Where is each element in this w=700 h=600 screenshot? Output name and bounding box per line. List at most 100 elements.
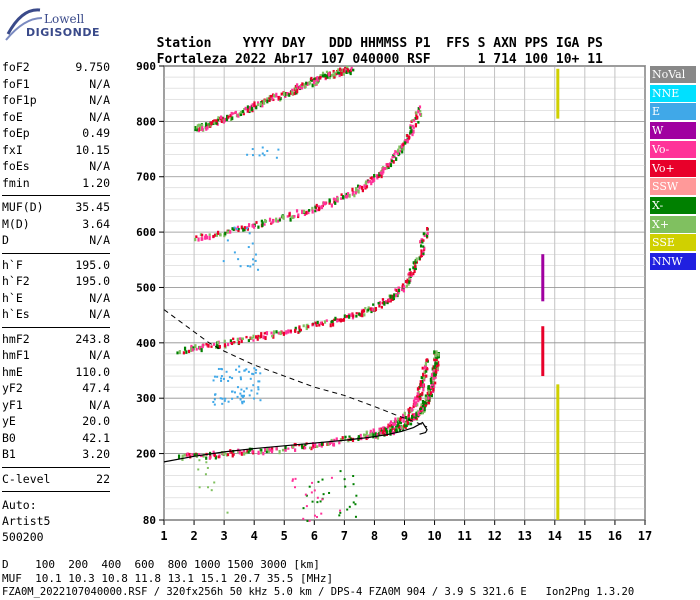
noise-point <box>226 239 229 242</box>
trace-point <box>296 89 299 94</box>
trace-point <box>417 107 420 111</box>
trace-point <box>292 445 295 449</box>
trace-point <box>263 332 266 335</box>
trace-point <box>418 113 422 116</box>
trace-point <box>385 163 388 166</box>
noise-point <box>204 473 207 476</box>
trace-point <box>408 271 411 275</box>
noise-point <box>243 369 246 372</box>
noise-point <box>291 478 294 481</box>
trace-point <box>410 274 413 278</box>
trace-point <box>368 434 371 437</box>
trace-point <box>409 422 413 426</box>
trace-point <box>240 225 243 230</box>
trace-point <box>215 232 218 237</box>
noise-point <box>236 395 239 398</box>
trace-point <box>396 426 399 431</box>
noise-point <box>315 515 318 518</box>
trace-point <box>408 406 412 410</box>
trace-point <box>392 422 395 425</box>
noise-point <box>253 397 256 400</box>
trace-point <box>429 391 432 395</box>
trace-point <box>362 433 366 437</box>
trace-point <box>268 217 272 222</box>
trace-point <box>324 76 328 80</box>
trace-point <box>275 217 278 222</box>
legend-ssw: SSW <box>650 178 696 196</box>
trace-point <box>417 120 420 124</box>
x-tick-label: 12 <box>487 529 501 543</box>
trace-point <box>215 119 218 123</box>
trace-point <box>268 96 271 100</box>
noise-point <box>213 403 216 406</box>
trace-point <box>236 337 239 342</box>
trace-point <box>430 380 433 385</box>
noise-point <box>339 509 342 512</box>
autoscale-text: Artist5 <box>2 514 51 528</box>
trace-point <box>185 350 188 354</box>
noise-point <box>275 156 278 159</box>
trace-point <box>410 407 414 412</box>
trace-point <box>411 119 414 122</box>
trace-point <box>327 72 331 77</box>
trace-point <box>415 111 418 115</box>
noise-point <box>226 511 229 514</box>
trace-point <box>363 313 366 317</box>
trace-point <box>181 454 184 458</box>
trace-point <box>229 339 232 343</box>
trace-point <box>404 138 407 143</box>
profile-solid-line <box>163 421 428 463</box>
trace-point <box>321 71 325 75</box>
trace-point <box>379 171 382 175</box>
trace-point <box>429 385 433 389</box>
param-value: N/A <box>89 159 110 173</box>
trace-point <box>391 423 395 427</box>
trace-point <box>261 221 264 225</box>
noise-point <box>322 493 325 496</box>
noise-point <box>343 478 346 481</box>
trace-point <box>236 225 240 229</box>
trace-point <box>425 396 428 401</box>
trace-point <box>398 145 401 149</box>
param-row: h`E N/A <box>2 291 110 307</box>
trace-point <box>355 312 358 315</box>
noise-point <box>256 392 259 395</box>
trace-point <box>305 326 308 331</box>
trace-point <box>419 255 422 258</box>
param-value: 10.15 <box>75 142 110 157</box>
trace-point <box>419 396 422 401</box>
trace-point <box>251 450 254 454</box>
legend-nnw: NNW <box>650 253 696 270</box>
trace-point <box>228 230 232 234</box>
trace-point <box>241 337 244 341</box>
trace-point <box>421 379 424 383</box>
trace-point <box>303 212 307 217</box>
trace-point <box>341 68 344 73</box>
noise-point <box>233 251 236 254</box>
noise-point <box>206 466 209 469</box>
logo-swoosh-icon <box>5 8 43 41</box>
trace-point <box>421 391 424 396</box>
trace-point <box>319 74 322 77</box>
trace-point <box>191 348 194 352</box>
trace-point <box>421 399 425 405</box>
trace-point <box>255 105 258 110</box>
trace-point <box>370 309 373 314</box>
trace-point <box>293 91 296 96</box>
trace-point <box>301 209 304 215</box>
param-label: M(D) <box>2 216 30 231</box>
trace-point <box>342 71 346 76</box>
legend-x: X- <box>650 196 696 214</box>
trace-point <box>297 330 300 334</box>
noise-point <box>239 376 242 379</box>
trace-point <box>385 427 388 432</box>
noise-point <box>236 386 239 389</box>
trace-point <box>198 346 202 351</box>
trace-point <box>248 109 252 112</box>
trace-point <box>378 301 382 305</box>
noise-point <box>355 494 358 497</box>
trace-point <box>414 264 417 268</box>
param-value: 3.20 <box>82 447 110 461</box>
trace-point <box>243 107 246 111</box>
trace-point <box>276 219 280 223</box>
